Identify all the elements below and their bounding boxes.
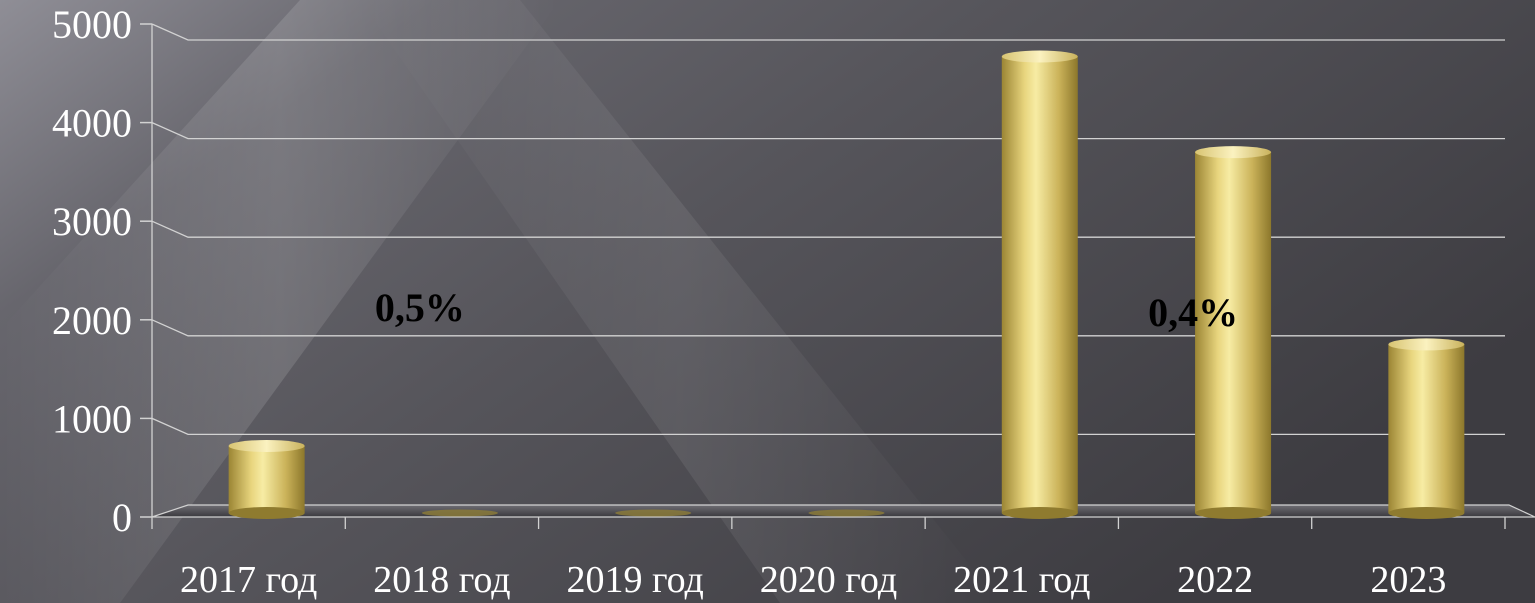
- bars: [228, 50, 1465, 519]
- bar: [1388, 338, 1465, 519]
- x-tick-label: 2021 год: [953, 559, 1090, 601]
- x-tick-label: 2019 год: [567, 559, 704, 601]
- bar-top: [808, 509, 885, 517]
- y-tick-label: 4000: [52, 101, 132, 146]
- bar-top: [1388, 338, 1465, 351]
- x-tick-label: 2017 год: [180, 559, 317, 601]
- annotations: 0,5% 0,4%: [375, 285, 1238, 335]
- bar: [421, 509, 498, 517]
- bar-body: [228, 445, 305, 513]
- bar: [1195, 146, 1272, 519]
- y-tick-label: 5000: [52, 2, 132, 47]
- bar-base: [1001, 507, 1078, 519]
- x-axis-ticks: 2017 год 2018 год 2019 год 2020 год 2021 год…: [151, 517, 1506, 601]
- bar-top: [1195, 146, 1272, 159]
- y-tick-label: 2000: [52, 298, 132, 343]
- bar-base: [1195, 507, 1272, 519]
- bar: [615, 509, 692, 517]
- x-tick-label: 2023: [1370, 559, 1446, 601]
- bar-top: [1001, 50, 1078, 63]
- annotation-label: 0,5%: [375, 285, 465, 330]
- x-tick-label: 2018 год: [373, 559, 510, 601]
- bar-body: [1388, 344, 1465, 513]
- x-tick-label: 2022: [1177, 559, 1253, 601]
- bar-body: [1195, 152, 1272, 514]
- bar: [808, 509, 885, 517]
- bar-top: [615, 509, 692, 517]
- y-axis-ticks: 0 1000 2000 3000 4000 5000: [52, 2, 153, 540]
- gridline: [151, 23, 1505, 41]
- x-tick-label: 2020 год: [760, 559, 897, 601]
- bar: [1001, 50, 1078, 519]
- annotation-label: 0,4%: [1148, 290, 1238, 335]
- bar: [228, 439, 305, 519]
- bar-base: [228, 507, 305, 519]
- bar-top: [228, 439, 305, 452]
- y-tick-label: 3000: [52, 199, 132, 244]
- y-tick-label: 0: [112, 495, 132, 540]
- bar-body: [1001, 56, 1078, 513]
- bar-top: [421, 509, 498, 517]
- bar-base: [1388, 507, 1465, 519]
- y-tick-label: 1000: [52, 396, 132, 441]
